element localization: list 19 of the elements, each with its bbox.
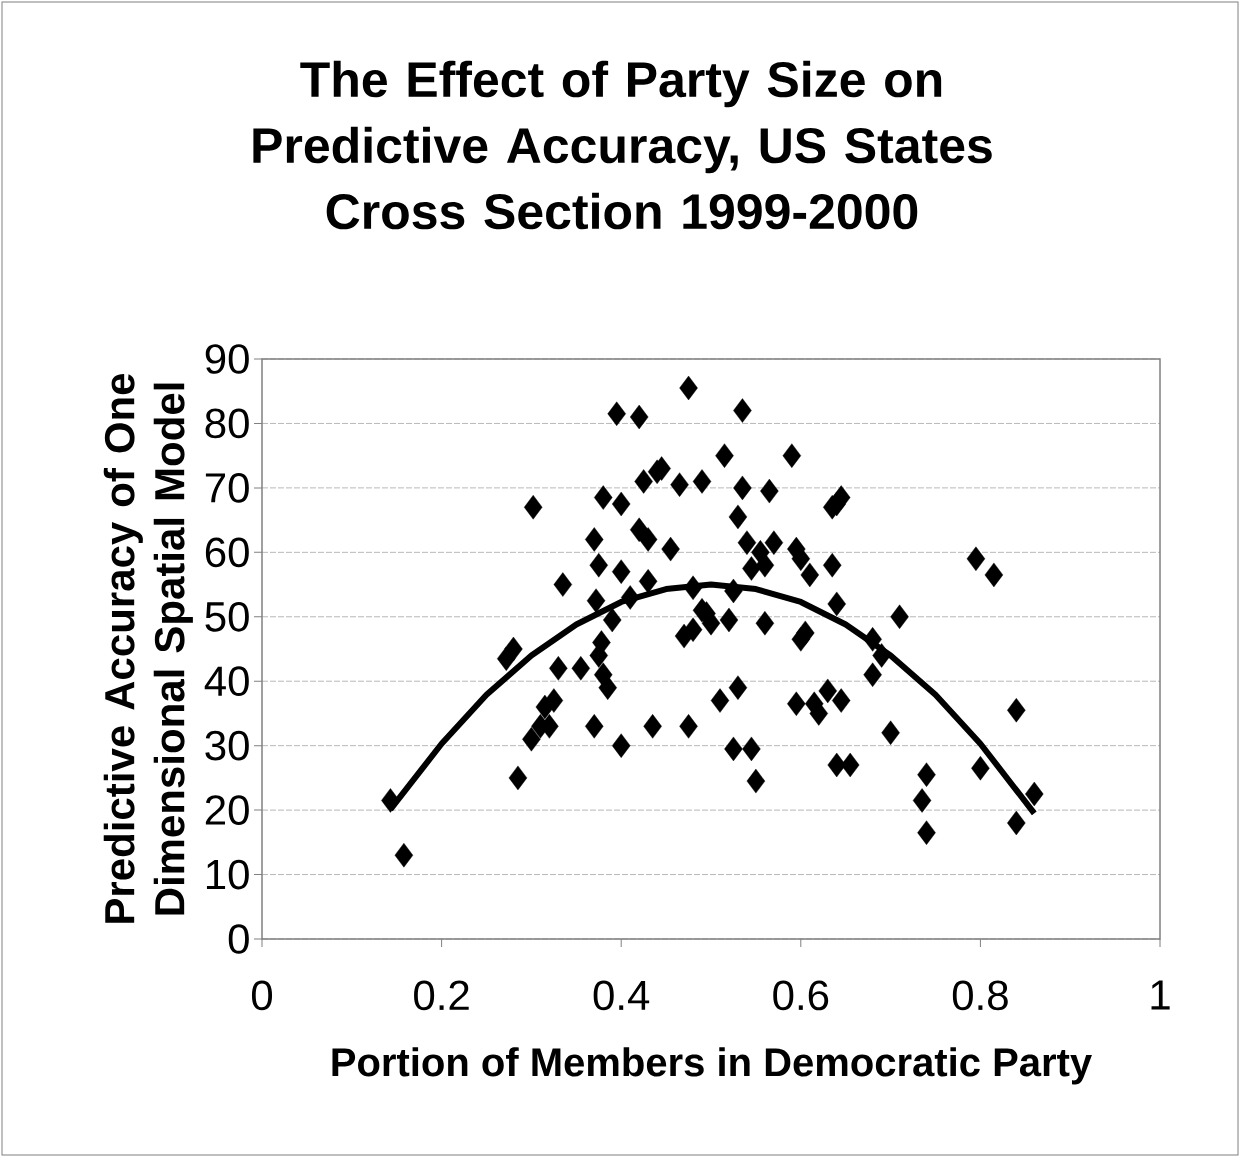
y-tick-label: 50: [205, 601, 249, 632]
y-tick-label: 80: [205, 408, 249, 439]
y-tick-label: 20: [205, 795, 249, 825]
y-tick-label: 40: [204, 666, 249, 697]
y-tick-label: 10: [206, 859, 249, 890]
y-tick-label: 60: [205, 537, 249, 568]
x-axis-title: Portion of Members in Democratic Party: [332, 1047, 1092, 1085]
y-tick-label: 0: [228, 924, 249, 954]
chart-title: The Effect of Party Size on Predictive Accuracy, US States Cross Section 1999-2000: [253, 60, 992, 230]
x-tick-label: 0.6: [773, 980, 829, 1011]
x-tick-label: 0.4: [593, 980, 650, 1011]
x-tick-label: 0.2: [414, 980, 469, 1011]
y-axis-title: Predictive Accuracy of One Dimensional Spatial Model: [103, 373, 193, 923]
y-tick-label: 90: [205, 344, 249, 374]
y-tick-label: 30: [205, 730, 249, 761]
x-tick-label: 1: [1151, 980, 1170, 1010]
x-tick-label: 0: [251, 980, 273, 1011]
y-tick-label: 70: [205, 473, 249, 503]
x-tick-label: 0.8: [952, 980, 1008, 1011]
